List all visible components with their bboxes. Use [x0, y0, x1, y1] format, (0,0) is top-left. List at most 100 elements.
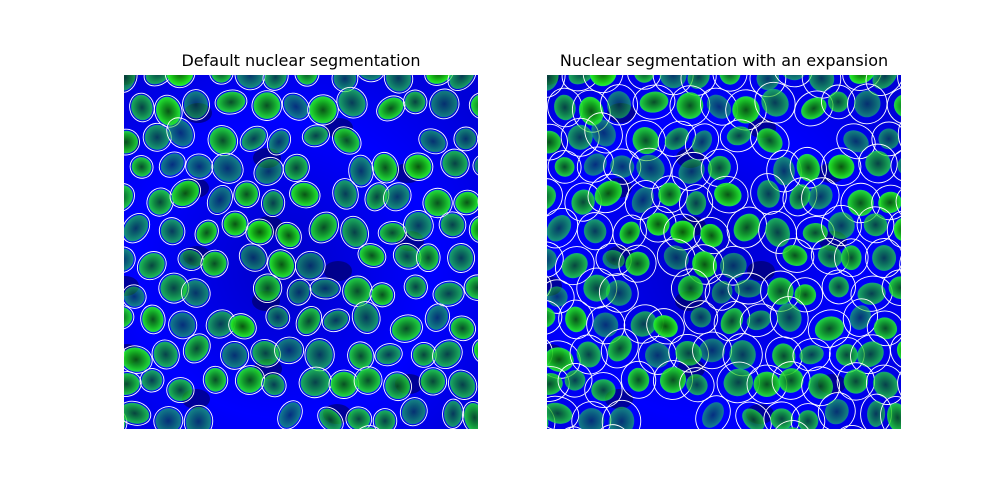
- nucleus: [124, 183, 135, 213]
- segmentation-outline: [679, 184, 714, 223]
- nucleus: [309, 277, 341, 300]
- nucleus: [136, 251, 167, 281]
- segmentation-outline: [651, 175, 688, 214]
- nucleus: [228, 313, 257, 340]
- segmentation-outline: [842, 75, 882, 91]
- nucleus: [472, 153, 478, 178]
- segmentation-outline: [620, 360, 657, 399]
- nucleus: [453, 189, 478, 216]
- nucleus: [880, 396, 901, 429]
- nucleus: [124, 304, 135, 331]
- nucleus: [769, 296, 809, 339]
- nucleus: [750, 121, 790, 160]
- nucleus: [261, 189, 286, 218]
- nucleus: [383, 371, 412, 402]
- segmentation-outline: [238, 243, 268, 272]
- nucleus: [202, 365, 229, 394]
- segmentation-outline: [769, 296, 809, 339]
- panel-title-expanded: Nuclear segmentation with an expansion: [559, 51, 889, 70]
- nucleus: [307, 94, 339, 126]
- nucleus: [355, 75, 385, 83]
- segmentation-outline: [369, 282, 396, 308]
- nucleus: [332, 126, 362, 155]
- segmentation-outline: [166, 117, 195, 149]
- segmentation-outline: [438, 211, 467, 239]
- segmentation-outline: [124, 213, 151, 244]
- segmentation-outline: [834, 238, 869, 278]
- segmentation-outline: [627, 75, 662, 90]
- nucleus: [472, 338, 478, 365]
- segmentation-outline: [899, 241, 901, 284]
- segmentation-outline: [301, 124, 330, 148]
- segmentation-outline: [142, 122, 172, 152]
- nucleus: [850, 334, 891, 375]
- nucleus: [754, 81, 796, 124]
- segmentation-outline: [418, 128, 448, 155]
- segmentation-outline: [416, 243, 441, 273]
- panel-default-segmentation: Default nuclear segmentation: [124, 0, 478, 430]
- segmentation-outline: [547, 270, 552, 304]
- segmentation-outline: [309, 277, 341, 300]
- segmentation-outline: [453, 189, 478, 216]
- nucleus: [558, 299, 594, 340]
- segmentation-outline: [377, 221, 407, 245]
- segmentation-outline: [353, 366, 383, 395]
- segmentation-outline: [383, 371, 412, 402]
- nucleus: [468, 215, 478, 244]
- nucleus: [547, 178, 563, 218]
- segmentation-outline: [462, 401, 478, 429]
- segmentation-outline: [166, 377, 195, 404]
- nucleus: [262, 75, 289, 91]
- nucleus: [821, 147, 862, 186]
- nucleus: [200, 249, 229, 278]
- segmentation-outline: [233, 180, 260, 209]
- segmentation-outline: [801, 177, 840, 217]
- segmentation-outline: [124, 304, 135, 331]
- nucleus: [595, 424, 631, 429]
- segmentation-outline: [821, 205, 862, 247]
- nucleus: [440, 148, 470, 179]
- nucleus: [858, 143, 898, 184]
- nucleus: [547, 270, 552, 304]
- segmentation-outline: [357, 243, 387, 268]
- segmentation-outline: [250, 339, 281, 368]
- nucleus: [383, 75, 414, 94]
- nucleus: [881, 269, 901, 306]
- segmentation-outline: [286, 278, 312, 306]
- nucleus: [206, 185, 233, 215]
- segmentation-outline: [821, 147, 862, 186]
- nucleus: [124, 128, 140, 156]
- segmentation-outline: [202, 365, 229, 394]
- segmentation-outline: [638, 336, 678, 375]
- segmentation-outline: [252, 273, 283, 303]
- nucleus: [429, 88, 460, 120]
- segmentation-outline: [600, 328, 639, 369]
- nucleus: [735, 401, 772, 429]
- nucleus: [261, 372, 287, 398]
- nucleus: [250, 339, 281, 368]
- nucleus: [180, 278, 211, 308]
- segmentation-outline: [124, 400, 152, 426]
- nucleus: [266, 128, 292, 156]
- nucleus: [447, 369, 478, 400]
- segmentation-outline: [295, 250, 326, 281]
- nucleus: [403, 210, 434, 242]
- nucleus: [547, 395, 580, 429]
- segmentation-outline: [143, 75, 174, 87]
- nucleus: [712, 75, 748, 92]
- nucleus: [847, 83, 888, 125]
- nucleus: [345, 406, 373, 429]
- nucleus: [289, 180, 321, 209]
- nucleus: [424, 303, 451, 332]
- segmentation-outline: [275, 221, 302, 250]
- nucleus: [317, 406, 344, 429]
- segmentation-outline: [234, 365, 266, 395]
- segmentation-outline: [707, 175, 749, 214]
- segmentation-outline: [750, 121, 790, 160]
- nucleus: [828, 337, 865, 373]
- nucleus: [726, 206, 767, 249]
- nucleus: [332, 178, 359, 210]
- segmentation-outline: [371, 151, 399, 184]
- nucleus: [369, 282, 396, 308]
- nucleus: [214, 89, 248, 115]
